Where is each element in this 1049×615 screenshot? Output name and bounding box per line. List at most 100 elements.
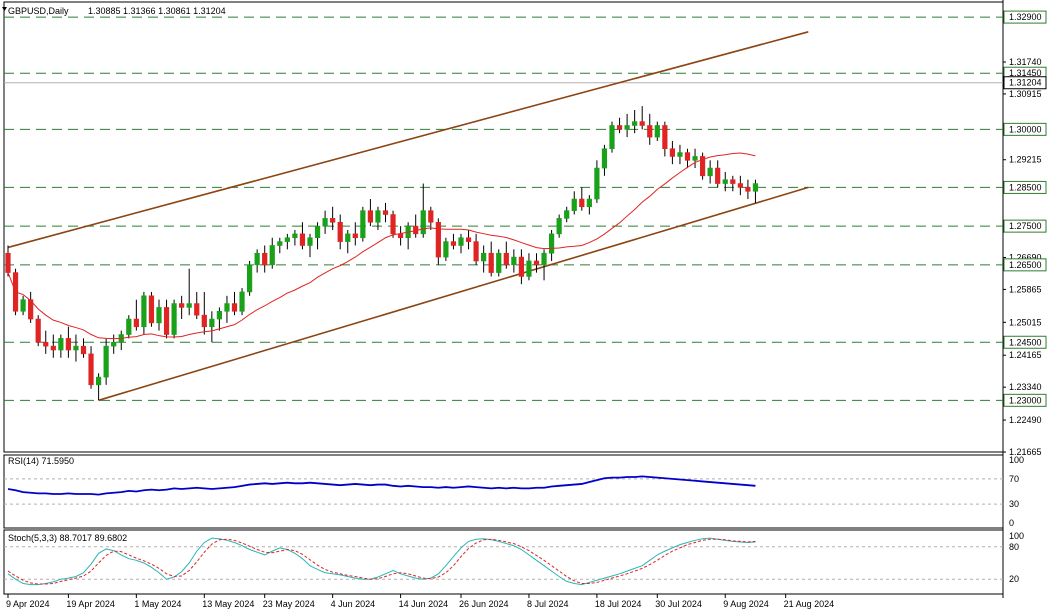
candle-down	[616, 125, 623, 130]
stoch-tick-label: 80	[1009, 542, 1019, 552]
candle-up	[224, 303, 230, 312]
time-axis: 9 Apr 2024 19 Apr 2024 1 May 2024 13 May 20…	[6, 594, 834, 609]
level-tag-label: 1.30000	[1009, 124, 1042, 134]
level-tag-label: 1.24500	[1009, 337, 1042, 347]
price-tick-label: 1.22490	[1009, 415, 1042, 425]
level-tag-label: 1.26500	[1009, 260, 1042, 270]
time-tick-label: 18 Jul 2024	[595, 599, 642, 609]
candle-up	[594, 167, 600, 200]
time-tick-label: 30 Jul 2024	[655, 599, 702, 609]
candle-up	[564, 210, 570, 219]
candle-up	[496, 252, 502, 273]
candle-up	[481, 252, 487, 262]
candle-up	[586, 198, 592, 208]
candle-up	[632, 121, 638, 126]
candle-down	[639, 121, 645, 126]
time-tick-label: 14 Jun 2024	[399, 599, 449, 609]
candle-down	[488, 252, 494, 273]
ohlc-readout: 1.30885 1.31366 1.30861 1.31204	[88, 6, 226, 16]
stochastic-pane[interactable]	[4, 537, 1003, 586]
candle-down	[699, 156, 706, 177]
candle-down	[262, 252, 268, 266]
candle-down	[745, 187, 751, 192]
rsi-label: RSI(14) 71.5950	[8, 456, 74, 466]
candle-up	[556, 218, 562, 235]
price-tick-label: 1.29215	[1009, 155, 1042, 165]
candle-up	[526, 260, 532, 277]
price-tick-label: 1.24165	[1009, 350, 1042, 360]
candle-up	[156, 307, 162, 324]
candle-down	[503, 252, 509, 266]
moving-average-line	[7, 152, 756, 340]
candle-up	[722, 179, 728, 184]
candle-down	[163, 307, 170, 335]
candle-down	[35, 318, 41, 343]
stoch-k-line	[7, 537, 756, 586]
candle-down	[299, 233, 306, 246]
rsi-tick-label: 70	[1009, 474, 1019, 484]
candle-down	[330, 218, 336, 223]
time-tick-label: 21 Aug 2024	[784, 599, 835, 609]
stoch-tick-label: 20	[1009, 574, 1019, 584]
time-tick-label: 9 Apr 2024	[6, 599, 50, 609]
candle-down	[148, 295, 155, 324]
candle-up	[420, 210, 426, 235]
rsi-tick-label: 30	[1009, 499, 1019, 509]
main-title: GBPUSD,Daily	[8, 6, 69, 16]
candle-up	[609, 125, 615, 150]
level-tag	[1003, 10, 1047, 24]
candle-down	[390, 214, 396, 235]
stoch-label: Stoch(5,3,3) 88.7017 89.6802	[8, 533, 127, 543]
candle-down	[533, 260, 540, 266]
level-tag-label: 1.23000	[1009, 395, 1042, 405]
candle-up	[360, 210, 366, 239]
candle-up	[216, 310, 223, 320]
candle-up	[345, 233, 351, 242]
candle-up	[511, 256, 517, 266]
candle-up	[443, 241, 449, 258]
rsi-tick-label: 100	[1009, 455, 1024, 465]
candle-up	[692, 156, 698, 161]
price-tick-label: 1.23340	[1009, 382, 1042, 392]
rsi-tick-label: 0	[1009, 518, 1014, 528]
level-tag-label: 1.31450	[1009, 68, 1042, 78]
candle-down	[50, 345, 56, 351]
candle-down	[579, 198, 585, 208]
level-tag	[1003, 393, 1047, 407]
candle-down	[80, 345, 87, 355]
level-tag	[1003, 219, 1047, 233]
candle-down	[133, 318, 139, 328]
candle-up	[601, 148, 608, 169]
level-tag	[1003, 258, 1047, 272]
price-tick-label: 1.21665	[1009, 447, 1042, 457]
candle-down	[435, 221, 441, 258]
candle-up	[752, 183, 759, 192]
candle-up	[20, 299, 26, 312]
candle-up	[322, 218, 328, 227]
candle-down	[5, 252, 11, 273]
candle-up	[654, 125, 660, 138]
candle-down	[737, 183, 743, 188]
title-dropdown-icon	[2, 7, 7, 11]
price-tick-label: 1.31740	[1009, 57, 1042, 67]
candle-down	[88, 353, 94, 386]
channel-line-1	[98, 186, 809, 402]
current-price-tag	[1003, 76, 1047, 90]
time-tick-label: 4 Jun 2024	[331, 599, 376, 609]
candle-down	[337, 221, 343, 242]
rsi-pane[interactable]	[4, 475, 1003, 505]
candle-up	[284, 237, 290, 242]
candle-down	[43, 341, 49, 347]
candle-up	[541, 252, 547, 266]
candle-down	[231, 303, 238, 312]
price-tick-label: 1.25015	[1009, 317, 1042, 327]
candle-down	[179, 303, 185, 308]
candle-down	[715, 167, 721, 184]
main-price-pane[interactable]	[4, 16, 1003, 402]
candle-down	[465, 237, 472, 242]
candle-down	[201, 314, 207, 328]
candle-down	[65, 338, 71, 351]
candle-up	[186, 303, 192, 308]
time-tick-label: 9 Aug 2024	[723, 599, 769, 609]
candle-down	[647, 125, 653, 138]
